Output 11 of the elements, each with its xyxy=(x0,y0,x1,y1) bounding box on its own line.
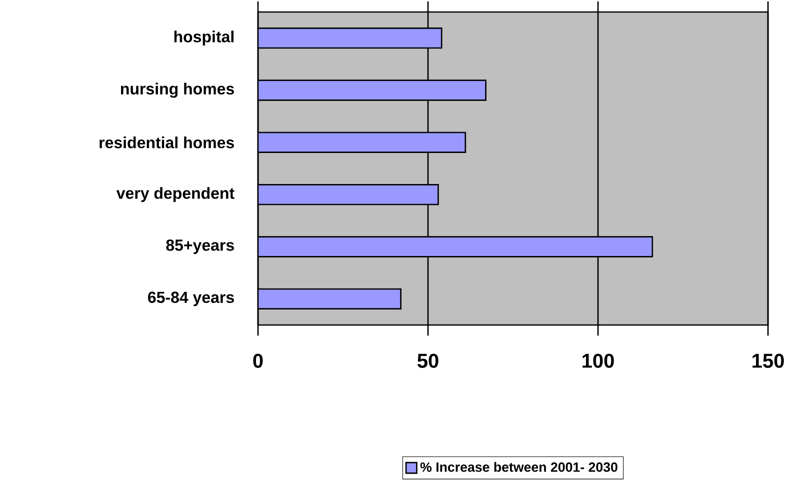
y-tick-label: residential homes xyxy=(100,136,234,148)
y-tick-label: hospital xyxy=(174,30,234,46)
legend-label: % Increase between 2001- 2030 xyxy=(420,462,618,472)
y-tick-label: very dependent xyxy=(116,187,234,202)
x-tick-label: 150 xyxy=(752,354,784,368)
x-tick-label: 100 xyxy=(582,354,614,368)
y-tick-label: nursing homes xyxy=(120,82,234,98)
x-tick-label: 50 xyxy=(417,354,438,368)
x-tick-label: 0 xyxy=(253,354,263,368)
y-tick-label: 85+years xyxy=(166,240,234,254)
y-tick-label: 65-84 years xyxy=(148,292,234,306)
